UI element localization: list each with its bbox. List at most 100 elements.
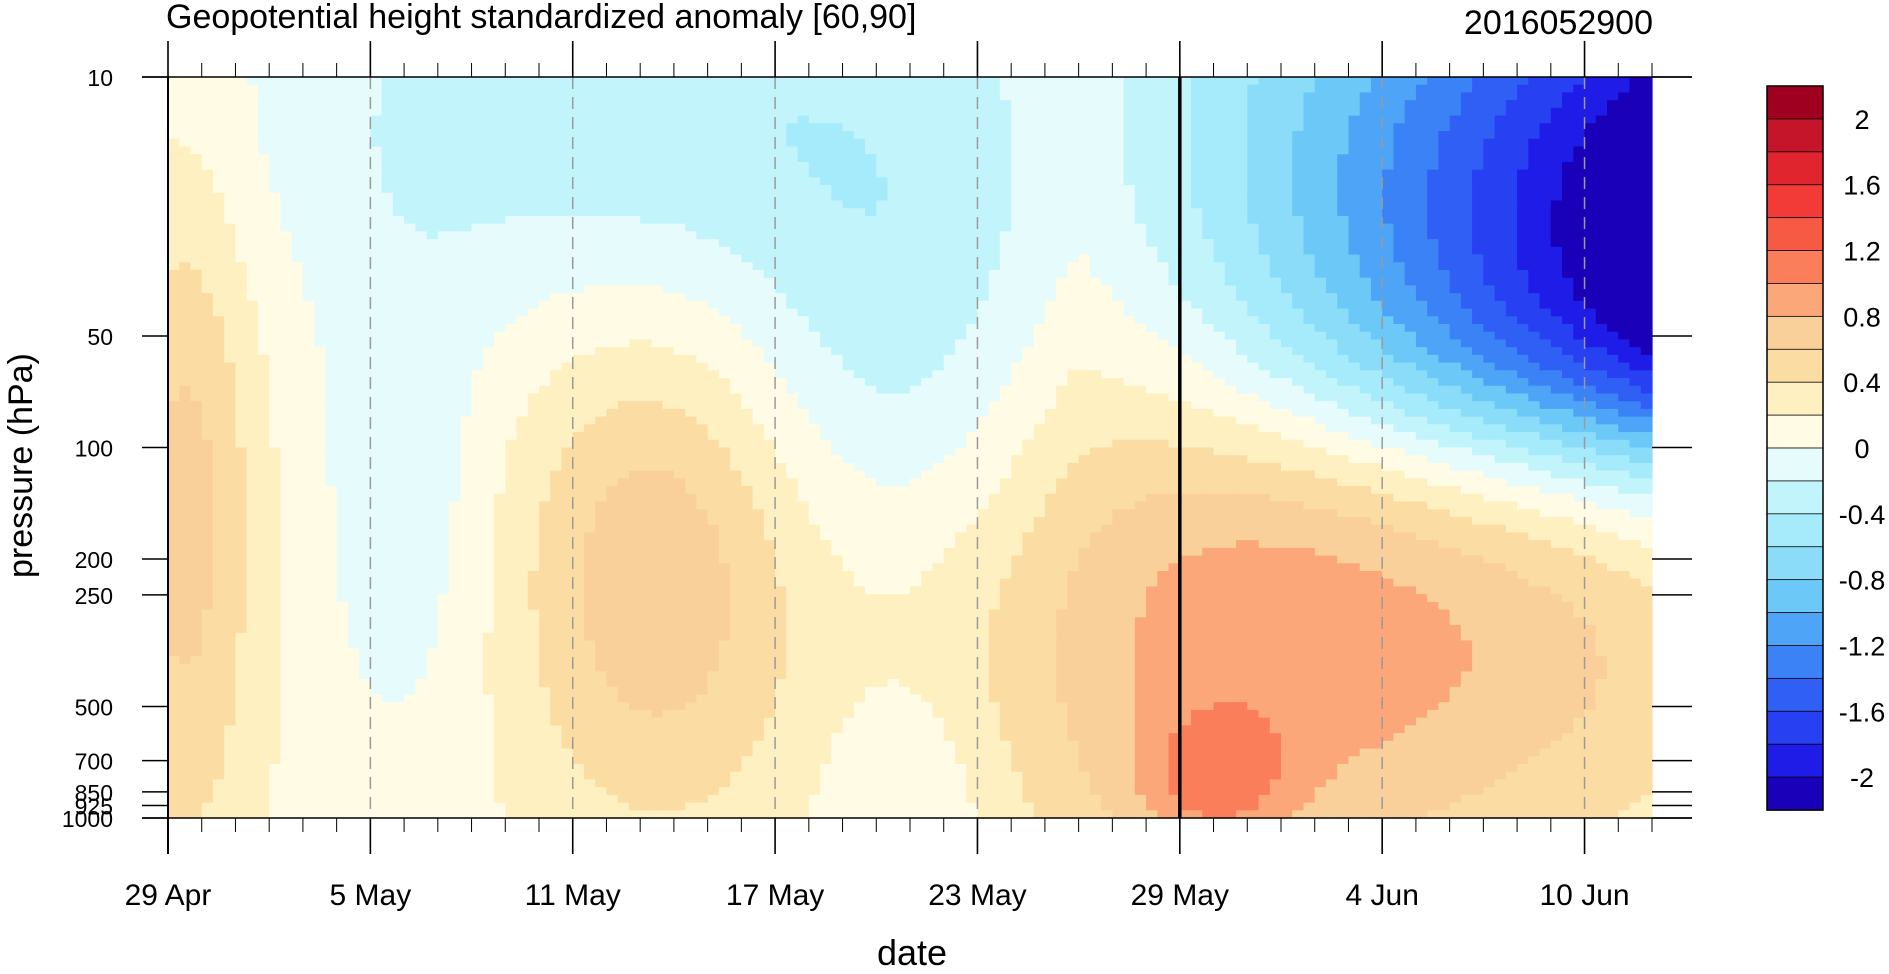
field-cell [381, 293, 394, 302]
field-cell [673, 378, 686, 387]
field-cell [550, 455, 563, 464]
field-cell [482, 709, 495, 719]
field-cell [235, 702, 248, 711]
field-cell [415, 439, 428, 449]
field-cell [168, 378, 180, 387]
field-cell [404, 269, 416, 279]
field-cell [707, 625, 720, 634]
field-cell [269, 84, 282, 94]
field-cell [539, 648, 551, 657]
field-cell [662, 617, 675, 626]
field-cell [718, 578, 731, 588]
field-cell [246, 694, 259, 703]
field-cell [325, 185, 338, 194]
field-cell [426, 794, 439, 804]
field-cell [471, 215, 484, 225]
field-cell [617, 169, 630, 178]
field-cell [482, 470, 495, 479]
field-cell [336, 77, 349, 86]
field-cell [550, 709, 563, 719]
field-cell [235, 787, 248, 796]
field-cell [212, 578, 225, 588]
field-cell [201, 609, 214, 618]
field-cell [460, 733, 473, 742]
field-cell [707, 571, 720, 580]
field-cell [246, 300, 259, 310]
field-cell [707, 717, 720, 726]
field-cell [595, 794, 608, 804]
field-cell [404, 671, 416, 680]
field-cell [280, 748, 293, 757]
field-cell [561, 84, 574, 94]
field-cell [257, 77, 270, 86]
field-cell [527, 169, 540, 178]
field-cell [673, 277, 686, 287]
field-cell [168, 501, 180, 510]
field-cell [572, 462, 585, 472]
field-cell [370, 354, 383, 364]
field-cell [449, 493, 461, 503]
field-cell [741, 540, 754, 549]
field-cell [707, 100, 720, 109]
field-cell [212, 262, 225, 271]
field-cell [370, 516, 383, 526]
field-cell [662, 532, 675, 541]
field-cell [359, 416, 371, 425]
field-cell [246, 416, 259, 425]
field-cell [212, 563, 225, 572]
field-cell [257, 223, 270, 232]
field-cell [201, 146, 214, 155]
field-cell [336, 262, 349, 271]
field-cell [235, 486, 248, 495]
field-cell [224, 640, 237, 649]
field-cell [482, 200, 495, 209]
field-cell [583, 354, 596, 364]
field-cell [381, 123, 394, 132]
field-cell [302, 601, 315, 611]
field-cell [336, 401, 349, 410]
field-cell [606, 501, 619, 510]
field-cell [224, 617, 237, 626]
field-cell [640, 509, 653, 518]
field-cell [314, 486, 326, 495]
field-cell [359, 686, 371, 696]
field-cell [449, 679, 461, 688]
field-cell [482, 393, 495, 402]
field-cell [640, 671, 653, 680]
field-cell [269, 339, 282, 348]
field-cell [370, 524, 383, 534]
field-cell [302, 107, 315, 117]
field-cell [685, 324, 697, 333]
field-cell [168, 779, 180, 788]
field-cell [550, 509, 563, 518]
field-cell [606, 540, 619, 549]
field-cell [437, 740, 450, 750]
field-cell [606, 324, 619, 333]
field-cell [224, 709, 237, 719]
field-cell [494, 717, 506, 726]
field-cell [415, 370, 428, 379]
field-cell [415, 694, 428, 703]
field-cell [404, 501, 416, 510]
field-cell [224, 702, 237, 711]
field-cell [730, 146, 742, 155]
field-cell [224, 571, 237, 580]
field-cell [392, 571, 405, 580]
field-cell [347, 246, 360, 256]
field-cell [314, 524, 326, 534]
field-cell [606, 254, 619, 263]
field-cell [583, 254, 596, 263]
field-cell [505, 354, 518, 364]
field-cell [516, 802, 529, 811]
field-cell [246, 223, 259, 232]
field-cell [314, 578, 326, 588]
field-cell [561, 794, 574, 804]
field-cell [640, 779, 653, 788]
field-cell [662, 686, 675, 696]
field-cell [449, 709, 461, 719]
field-cell [392, 694, 405, 703]
field-cell [572, 185, 585, 194]
field-cell [392, 679, 405, 688]
field-cell [325, 277, 338, 287]
field-cell [269, 694, 282, 703]
